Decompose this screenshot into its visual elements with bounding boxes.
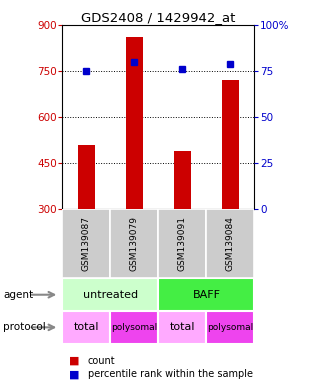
Text: GSM139091: GSM139091 [178, 216, 187, 271]
Bar [158, 311, 206, 344]
Text: percentile rank within the sample: percentile rank within the sample [88, 369, 253, 379]
Text: BAFF: BAFF [192, 290, 220, 300]
Text: agent: agent [3, 290, 33, 300]
Text: GSM139084: GSM139084 [226, 217, 235, 271]
Bar [222, 80, 239, 209]
Text: ■: ■ [69, 369, 79, 379]
Bar [206, 311, 254, 344]
Text: total: total [170, 322, 195, 333]
Text: total: total [74, 322, 99, 333]
Bar [62, 311, 110, 344]
Bar [78, 145, 95, 209]
Bar [126, 37, 143, 209]
Bar [62, 209, 110, 278]
Text: count: count [88, 356, 116, 366]
Bar [158, 278, 254, 311]
Text: polysomal: polysomal [111, 323, 157, 332]
Text: ■: ■ [69, 356, 79, 366]
Text: GSM139079: GSM139079 [130, 216, 139, 271]
Bar [174, 151, 191, 209]
Text: polysomal: polysomal [207, 323, 253, 332]
Bar [206, 209, 254, 278]
Text: GSM139087: GSM139087 [82, 216, 91, 271]
Text: untreated: untreated [83, 290, 138, 300]
Bar [62, 278, 158, 311]
Bar [110, 209, 158, 278]
Text: protocol: protocol [3, 322, 46, 333]
Title: GDS2408 / 1429942_at: GDS2408 / 1429942_at [81, 11, 236, 24]
Bar [110, 311, 158, 344]
Bar [158, 209, 206, 278]
